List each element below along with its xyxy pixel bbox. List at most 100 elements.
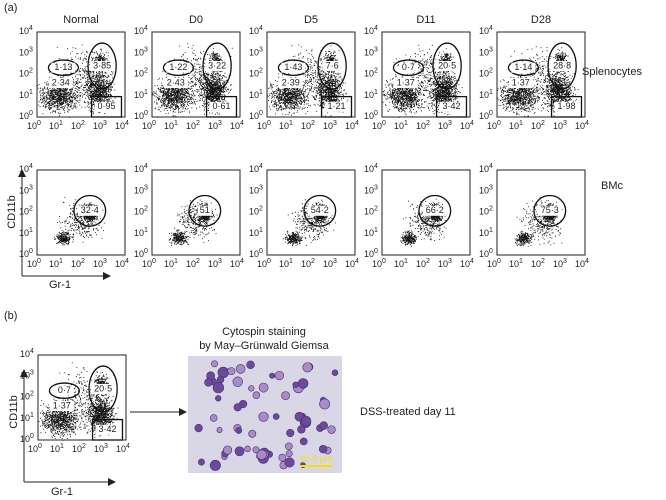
- tick-base: 10: [72, 444, 82, 454]
- tick-base: 10: [50, 444, 60, 454]
- gate-label: 0·95: [98, 101, 116, 111]
- x-axis-title: Gr-1: [49, 279, 71, 291]
- tick-label: 102: [479, 67, 493, 79]
- tick-label: 102: [531, 120, 545, 132]
- tick-label: 101: [20, 412, 34, 424]
- tick-base: 10: [553, 121, 563, 131]
- tick-label: 100: [364, 248, 378, 260]
- tick-base: 10: [479, 26, 489, 36]
- tick-label: 101: [50, 443, 64, 455]
- plot-frame: [266, 31, 356, 118]
- tick-base: 10: [19, 48, 29, 58]
- tick-exponent: 4: [355, 258, 359, 265]
- cell: [233, 403, 242, 412]
- tick-label: 101: [394, 258, 408, 270]
- tick-base: 10: [345, 121, 355, 131]
- cell: [223, 445, 233, 455]
- tick-base: 10: [134, 164, 144, 174]
- tick-base: 10: [71, 121, 81, 131]
- tick-base: 10: [364, 69, 374, 79]
- tick-base: 10: [531, 259, 541, 269]
- tick-base: 10: [394, 121, 404, 131]
- gate-label: 51: [200, 205, 210, 215]
- cell: [244, 445, 251, 453]
- tick-label: 102: [20, 390, 34, 402]
- tick-exponent: 2: [426, 258, 430, 265]
- tick-exponent: 4: [259, 25, 263, 32]
- plot-frame: [496, 169, 586, 256]
- tick-label: 101: [19, 227, 33, 239]
- tick-base: 10: [134, 48, 144, 58]
- tick-exponent: 1: [519, 258, 523, 265]
- tick-label: 102: [71, 120, 85, 132]
- tick-exponent: 2: [29, 205, 33, 212]
- tick-exponent: 4: [470, 258, 474, 265]
- tick-label: 101: [394, 120, 408, 132]
- tick-base: 10: [416, 259, 426, 269]
- tick-exponent: 4: [489, 163, 493, 170]
- cell: [319, 398, 331, 410]
- gate-label-bg: [422, 205, 447, 216]
- tick-label: 102: [186, 258, 200, 270]
- column-header: D0: [189, 14, 203, 26]
- tick-base: 10: [19, 228, 29, 238]
- tick-label: 104: [230, 120, 244, 132]
- tick-label: 103: [208, 120, 222, 132]
- cell: [234, 446, 245, 457]
- tick-base: 10: [19, 186, 29, 196]
- tick-label: 102: [531, 258, 545, 270]
- tick-label: 102: [479, 205, 493, 217]
- tick-exponent: 0: [489, 110, 493, 117]
- tick-exponent: 1: [374, 89, 378, 96]
- tick-label: 101: [364, 227, 378, 239]
- tick-base: 10: [19, 26, 29, 36]
- tick-label: 100: [257, 120, 271, 132]
- gate: [202, 42, 232, 90]
- tick-label: 101: [509, 258, 523, 270]
- tick-base: 10: [479, 228, 489, 238]
- tick-base: 10: [208, 121, 218, 131]
- tick-base: 10: [134, 207, 144, 217]
- cell: [331, 369, 339, 377]
- panel-label: (a): [4, 2, 17, 14]
- tick-exponent: 1: [144, 227, 148, 234]
- cell: [301, 415, 312, 427]
- tick-label: 104: [115, 258, 129, 270]
- tick-exponent: 0: [382, 120, 386, 127]
- tick-base: 10: [93, 121, 103, 131]
- tick-base: 10: [186, 259, 196, 269]
- cell: [198, 458, 205, 466]
- tick-base: 10: [364, 186, 374, 196]
- tick-base: 10: [301, 259, 311, 269]
- gate: [507, 59, 540, 76]
- column-header: D28: [531, 14, 551, 26]
- tick-label: 102: [364, 67, 378, 79]
- tick-exponent: 0: [497, 258, 501, 265]
- gate: [435, 95, 468, 118]
- gate-label-bg: [163, 78, 188, 88]
- tick-base: 10: [115, 259, 125, 269]
- tick-base: 10: [249, 69, 259, 79]
- tick-exponent: 2: [30, 390, 34, 397]
- tick-exponent: 3: [333, 258, 337, 265]
- gate: [91, 418, 124, 441]
- tick-base: 10: [531, 121, 541, 131]
- tick-label: 101: [49, 258, 63, 270]
- tick-base: 10: [394, 259, 404, 269]
- tick-exponent: 3: [218, 258, 222, 265]
- gate: [162, 59, 195, 76]
- gate-label: 66·2: [426, 205, 444, 215]
- tick-label: 101: [364, 89, 378, 101]
- gate-label: 3·85: [93, 60, 111, 70]
- tick-exponent: 2: [144, 205, 148, 212]
- gate-label-bg: [398, 62, 418, 73]
- cell: [235, 364, 246, 374]
- tick-label: 104: [19, 163, 33, 175]
- cell: [252, 446, 260, 454]
- tick-base: 10: [164, 121, 174, 131]
- tick-base: 10: [19, 249, 29, 259]
- tick-label: 102: [301, 120, 315, 132]
- tick-exponent: 2: [81, 258, 85, 265]
- tick-exponent: 0: [497, 120, 501, 127]
